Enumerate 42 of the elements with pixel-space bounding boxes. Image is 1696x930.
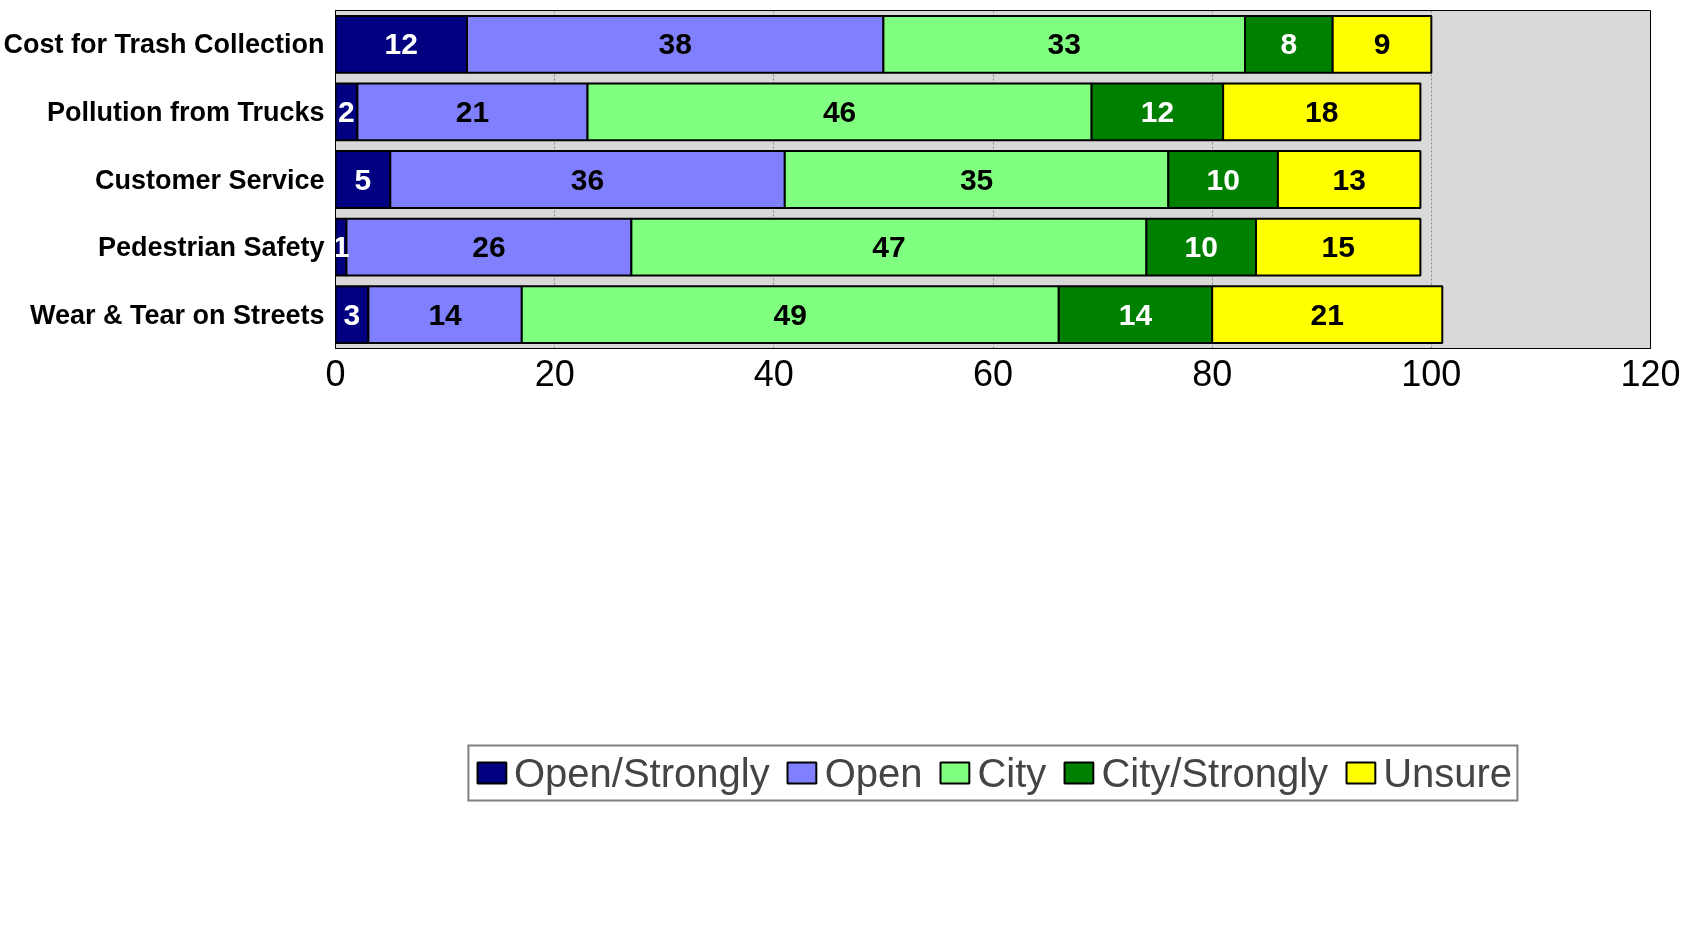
x-tick-label: 60: [972, 352, 1014, 394]
data-label: 10: [1184, 230, 1218, 264]
data-label: 49: [773, 297, 807, 331]
x-tick-label: 0: [325, 352, 346, 394]
data-label: 12: [384, 27, 418, 61]
data-label: 8: [1280, 27, 1298, 61]
data-label: 2: [338, 94, 355, 128]
data-label: 14: [1118, 297, 1153, 331]
x-tick-label: 40: [753, 352, 794, 394]
data-label: 3: [343, 297, 361, 331]
data-label: 26: [472, 230, 506, 264]
data-label: 36: [570, 162, 605, 196]
y-tick-label: Pollution from Trucks: [46, 96, 325, 127]
data-label: 13: [1332, 162, 1366, 196]
legend-label: City/Strongly: [1101, 750, 1329, 796]
x-tick-label: 20: [534, 352, 575, 394]
data-label: 18: [1305, 94, 1339, 128]
legend-label: Open: [824, 750, 923, 796]
data-label: 10: [1206, 162, 1240, 196]
y-tick-label: Customer Service: [94, 164, 325, 195]
data-label: 1: [332, 230, 350, 264]
data-label: 46: [822, 94, 857, 128]
legend-label: City: [977, 750, 1047, 796]
y-tick-label: Wear & Tear on Streets: [29, 299, 325, 330]
data-label: 21: [455, 94, 490, 128]
legend-label: Open/Strongly: [513, 750, 770, 796]
data-label: 21: [1310, 297, 1344, 331]
legend-label: Unsure: [1383, 750, 1513, 796]
data-label: 47: [872, 230, 906, 264]
data-label: 5: [354, 162, 372, 196]
data-label: 9: [1373, 27, 1391, 61]
x-tick-label: 120: [1620, 352, 1681, 394]
data-label: 33: [1047, 27, 1081, 61]
data-label: 38: [658, 27, 692, 61]
y-tick-label: Cost for Trash Collection: [3, 29, 325, 60]
data-label: 12: [1140, 94, 1175, 128]
data-label: 35: [959, 162, 994, 196]
data-label: 15: [1321, 230, 1355, 264]
data-label: 14: [428, 297, 463, 331]
x-tick-label: 100: [1401, 352, 1462, 394]
y-tick-label: Pedestrian Safety: [97, 232, 325, 263]
x-tick-label: 80: [1192, 352, 1233, 394]
